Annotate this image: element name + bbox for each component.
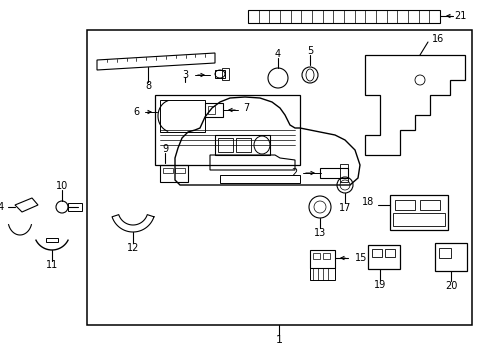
Text: 4: 4 [274, 49, 281, 59]
Bar [389, 195, 447, 230]
Bar [367, 245, 399, 269]
Bar [160, 100, 204, 132]
Text: 5: 5 [306, 46, 312, 56]
Text: 17: 17 [338, 203, 350, 213]
Bar [309, 250, 334, 268]
Bar [163, 168, 173, 173]
Bar [204, 103, 223, 117]
Text: 18: 18 [361, 197, 373, 207]
Text: 3: 3 [182, 70, 188, 80]
Bar [175, 168, 184, 173]
Text: 12: 12 [126, 243, 139, 253]
Bar [419, 200, 439, 210]
Bar [207, 106, 215, 114]
Bar [384, 249, 394, 257]
Text: 19: 19 [373, 280, 386, 290]
Text: 6: 6 [134, 107, 140, 117]
Text: 21: 21 [453, 11, 465, 21]
Bar [218, 138, 232, 152]
Bar [434, 243, 466, 271]
Bar [155, 95, 299, 165]
Text: 13: 13 [313, 228, 325, 238]
Bar [371, 249, 381, 257]
Text: 7: 7 [243, 103, 249, 113]
Bar [312, 253, 319, 259]
Bar [160, 165, 187, 182]
Bar [438, 248, 450, 258]
Text: 2: 2 [291, 168, 297, 178]
Text: 11: 11 [46, 260, 58, 270]
Bar [319, 168, 347, 178]
Bar [215, 70, 224, 78]
Text: 14: 14 [0, 202, 5, 212]
Bar [68, 203, 82, 211]
Text: 9: 9 [162, 144, 168, 154]
Bar [309, 268, 334, 280]
Bar [339, 164, 347, 182]
Text: 15: 15 [354, 253, 366, 263]
Text: 1: 1 [275, 335, 282, 345]
Text: 8: 8 [144, 81, 151, 91]
Bar [394, 200, 414, 210]
Text: 20: 20 [444, 281, 456, 291]
Bar [87, 30, 471, 325]
Bar [247, 10, 439, 23]
Text: 10: 10 [56, 181, 68, 191]
Bar [392, 213, 444, 226]
Bar [222, 68, 228, 80]
Bar [220, 175, 299, 183]
Bar [236, 138, 250, 152]
Bar [323, 253, 329, 259]
Text: 16: 16 [431, 34, 443, 44]
Bar [215, 135, 269, 155]
